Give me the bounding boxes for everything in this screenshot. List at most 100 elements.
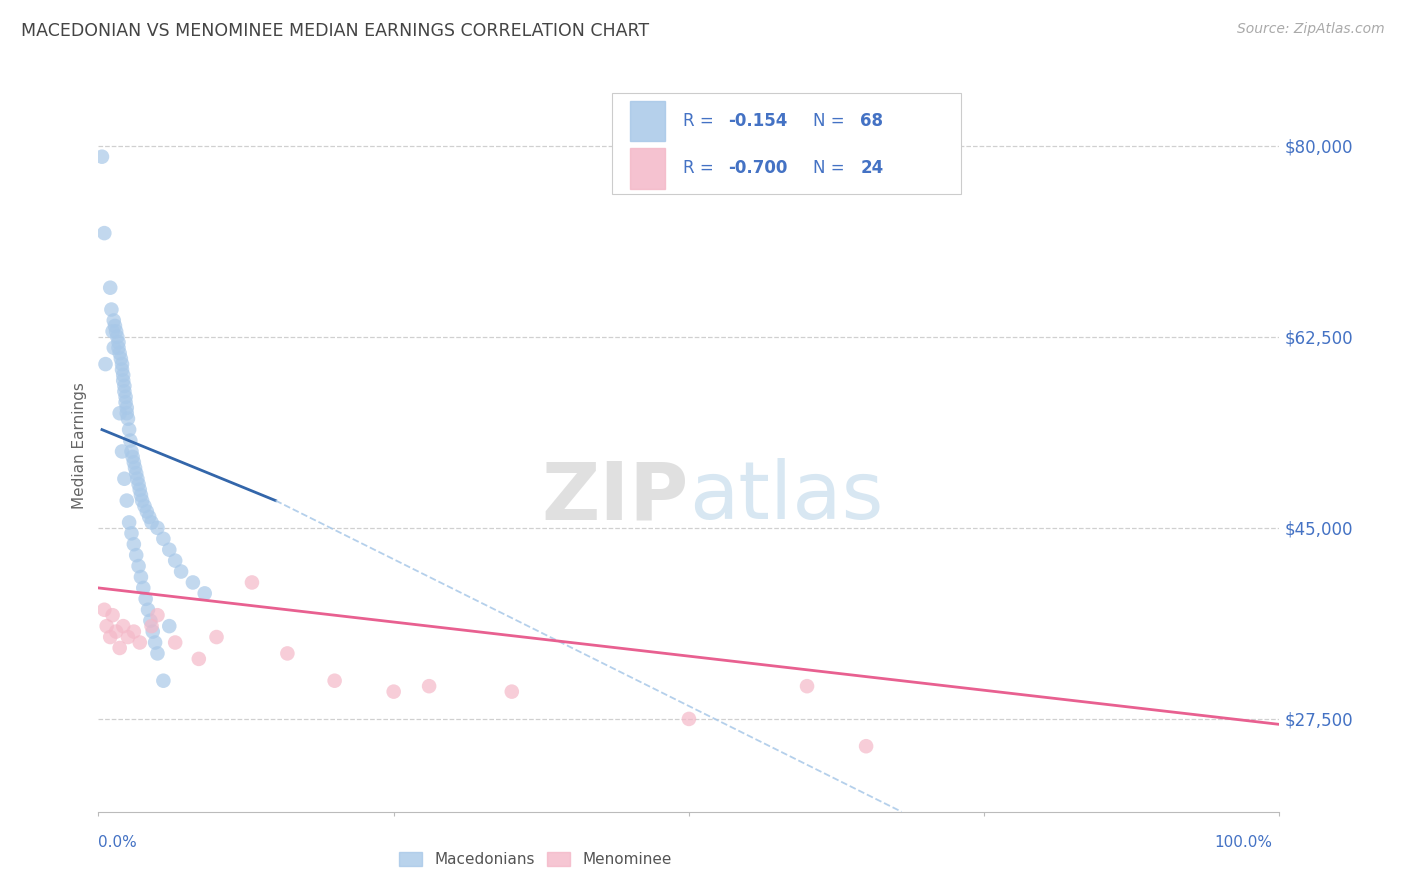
Point (382, 684, 405, 698)
Point (142, 624, 165, 639)
Point (124, 460, 146, 475)
Point (152, 532, 174, 546)
Point (240, 575, 263, 590)
Point (796, 679, 818, 693)
Point (114, 390, 136, 404)
Text: R =: R = (683, 160, 718, 178)
Point (122, 537, 145, 551)
Point (118, 516, 141, 530)
Point (136, 603, 159, 617)
Y-axis label: Median Earnings: Median Earnings (72, 383, 87, 509)
Point (115, 406, 138, 420)
Point (93, 226, 115, 240)
Point (112, 472, 135, 486)
Point (194, 586, 217, 600)
Point (205, 630, 228, 644)
Point (678, 712, 700, 726)
Point (187, 652, 209, 666)
Point (165, 635, 187, 649)
Point (165, 554, 187, 568)
Text: R =: R = (683, 112, 718, 130)
Point (135, 504, 157, 518)
Point (111, 444, 134, 458)
Point (323, 673, 346, 688)
Point (122, 455, 145, 469)
Text: 68: 68 (860, 112, 883, 130)
Point (108, 406, 131, 420)
Point (501, 684, 523, 698)
Point (105, 324, 128, 338)
Point (141, 619, 163, 633)
Point (170, 565, 193, 579)
Point (128, 477, 150, 491)
Point (108, 346, 131, 360)
Point (111, 357, 134, 371)
Point (117, 630, 139, 644)
Point (111, 362, 134, 376)
Point (855, 739, 877, 754)
Point (143, 635, 166, 649)
Point (157, 542, 180, 557)
Text: N =: N = (813, 160, 849, 178)
Text: N =: N = (813, 112, 849, 130)
Point (181, 575, 204, 590)
Point (112, 379, 135, 393)
Point (96, 619, 118, 633)
Point (117, 411, 139, 425)
Point (115, 493, 138, 508)
Point (129, 570, 152, 584)
Point (132, 581, 155, 595)
Point (146, 647, 169, 661)
Text: 100.0%: 100.0% (1215, 836, 1272, 850)
Point (112, 368, 135, 382)
Point (114, 395, 136, 409)
Point (105, 624, 128, 639)
Point (94, 357, 117, 371)
Point (128, 635, 150, 649)
Point (121, 444, 143, 458)
Point (112, 374, 135, 388)
Text: MACEDONIAN VS MENOMINEE MEDIAN EARNINGS CORRELATION CHART: MACEDONIAN VS MENOMINEE MEDIAN EARNINGS … (21, 22, 650, 40)
Point (108, 640, 131, 655)
Point (107, 335, 129, 350)
Text: Source: ZipAtlas.com: Source: ZipAtlas.com (1237, 22, 1385, 37)
Point (125, 467, 148, 481)
Point (138, 510, 160, 524)
Point (100, 302, 122, 317)
Legend: Macedonians, Menominee: Macedonians, Menominee (394, 847, 678, 873)
Text: 0.0%: 0.0% (98, 836, 138, 850)
Point (157, 619, 180, 633)
Point (120, 434, 142, 448)
Text: ZIP: ZIP (541, 458, 689, 536)
Bar (630, 148, 665, 188)
Point (101, 608, 124, 623)
Point (418, 679, 440, 693)
Text: -0.154: -0.154 (728, 112, 787, 130)
Point (112, 384, 135, 399)
Point (276, 647, 298, 661)
Point (103, 341, 125, 355)
Point (152, 673, 174, 688)
Point (98, 281, 121, 295)
Point (115, 401, 138, 415)
Point (93, 603, 115, 617)
Point (127, 472, 149, 486)
Point (105, 330, 128, 344)
Point (146, 521, 169, 535)
Point (141, 516, 163, 530)
Point (104, 318, 127, 333)
Point (121, 526, 143, 541)
Point (101, 324, 124, 338)
Point (112, 619, 135, 633)
Point (107, 341, 129, 355)
Point (91, 150, 114, 164)
Point (129, 488, 152, 502)
Point (103, 313, 125, 327)
Text: atlas: atlas (689, 458, 883, 536)
Text: 24: 24 (860, 160, 883, 178)
Point (139, 614, 162, 628)
Point (125, 548, 148, 562)
Point (128, 559, 150, 574)
Point (110, 351, 132, 366)
Point (122, 624, 145, 639)
